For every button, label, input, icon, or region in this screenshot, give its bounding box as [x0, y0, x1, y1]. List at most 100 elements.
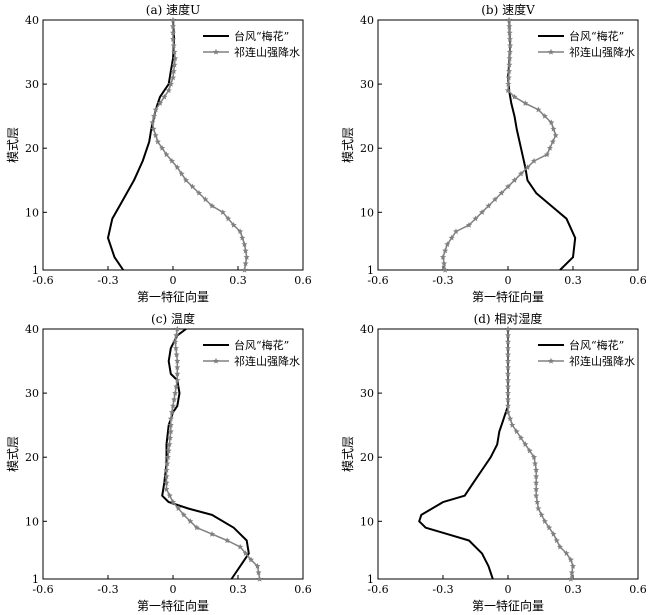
- series-marker: [169, 498, 177, 505]
- series-marker: [509, 421, 516, 428]
- x-tick-label: -0.3: [432, 583, 453, 596]
- series-marker: [534, 498, 541, 505]
- series-marker: [175, 505, 182, 512]
- x-tick-label: -0.6: [367, 583, 388, 596]
- chart-panel-4: (d) 相对湿度 -0.6 -0.3 0 0.3 0.6 1 10 20 30 40 第一特征向量 模式…: [341, 311, 647, 613]
- series-marker: [538, 511, 545, 518]
- series-marker: [504, 345, 512, 351]
- series-marker: [513, 428, 520, 435]
- series-marker: [522, 441, 529, 447]
- series-marker: [167, 428, 174, 435]
- series-marker: [171, 396, 178, 403]
- series-marker: [504, 370, 512, 377]
- series-marker: [522, 100, 529, 106]
- chart-title: (c) 温度: [151, 311, 195, 326]
- series-marker: [478, 209, 486, 215]
- legend-label: 台风“梅花”: [234, 338, 289, 352]
- series-marker: [533, 492, 540, 499]
- series-marker: [154, 138, 161, 145]
- x-tick-label: 0.3: [229, 583, 247, 596]
- y-tick-label: 10: [25, 515, 39, 528]
- series-marker: [152, 106, 159, 113]
- series-marker: [504, 183, 512, 190]
- series-marker: [507, 42, 514, 49]
- series-marker: [254, 562, 261, 569]
- series-line-1: [418, 329, 509, 580]
- series-marker: [243, 253, 250, 260]
- y-tick-label: 40: [360, 14, 374, 27]
- series-marker: [167, 434, 174, 441]
- series-marker: [169, 402, 177, 409]
- y-axis-label: 模式层: [341, 127, 355, 163]
- series-marker: [172, 55, 179, 62]
- series-marker: [567, 556, 574, 563]
- series-marker: [485, 202, 492, 209]
- series-marker: [239, 234, 246, 241]
- series-marker: [166, 441, 173, 447]
- series-line-1: [161, 328, 250, 580]
- series-marker: [152, 132, 159, 138]
- series-marker: [543, 151, 551, 158]
- series-marker: [180, 511, 187, 518]
- series-marker: [504, 383, 512, 390]
- x-tick-label: 0.6: [294, 583, 312, 596]
- series-marker: [517, 170, 525, 177]
- series-marker: [532, 460, 539, 467]
- series-marker: [439, 253, 447, 260]
- series-marker: [504, 357, 512, 364]
- y-tick-label: 40: [360, 323, 374, 336]
- series-marker: [506, 36, 513, 42]
- legend-label: 台风“梅花”: [569, 29, 624, 43]
- series-marker: [242, 260, 249, 267]
- series-marker: [506, 68, 513, 74]
- series-marker: [242, 247, 249, 254]
- series-line-2: [151, 20, 248, 271]
- y-tick-label: 30: [25, 78, 39, 91]
- series-marker: [553, 537, 560, 544]
- series-marker: [498, 189, 505, 196]
- series-marker: [442, 247, 449, 254]
- x-tick-label: 0: [170, 274, 177, 287]
- series-marker: [442, 266, 449, 273]
- legend-label: 祁连山强降水: [234, 354, 300, 368]
- x-tick-label: 0.6: [294, 274, 312, 287]
- x-tick-label: 0: [170, 583, 177, 596]
- series-marker: [504, 338, 512, 345]
- x-axis-label: 第一特征向量: [472, 289, 544, 304]
- legend-label: 祁连山强降水: [234, 45, 300, 59]
- series-marker: [174, 364, 181, 371]
- series-marker: [448, 234, 455, 241]
- chart-title: (b) 速度V: [481, 2, 535, 17]
- series-marker: [225, 215, 232, 222]
- series-marker: [163, 466, 170, 473]
- y-tick-label: 40: [25, 14, 39, 27]
- series-line-2: [507, 329, 574, 580]
- legend-label: 台风“梅花”: [569, 338, 624, 352]
- series-marker: [507, 415, 514, 422]
- series-marker: [504, 332, 512, 338]
- series-marker: [506, 48, 513, 55]
- series-line-1: [107, 19, 176, 271]
- series-marker: [237, 543, 244, 550]
- series-marker: [504, 409, 512, 415]
- series-marker: [465, 221, 473, 228]
- series-marker: [163, 151, 170, 158]
- x-tick-label: -0.6: [32, 583, 53, 596]
- series-marker: [533, 466, 540, 473]
- chart-title: (a) 速度U: [146, 2, 200, 17]
- series-marker: [174, 164, 181, 171]
- legend-label: 台风“梅花”: [234, 29, 289, 43]
- series-marker: [219, 209, 226, 215]
- series-marker: [511, 177, 518, 183]
- x-tick-label: 0: [505, 274, 512, 287]
- y-tick-label: 20: [360, 451, 374, 464]
- x-tick-label: -0.6: [367, 274, 388, 287]
- series-marker: [151, 112, 158, 119]
- y-tick-label: 20: [25, 451, 39, 464]
- series-marker: [530, 454, 538, 460]
- y-tick-label: 30: [360, 387, 374, 400]
- series-marker: [556, 543, 564, 550]
- series-marker: [504, 402, 512, 409]
- x-tick-label: -0.6: [32, 274, 53, 287]
- y-tick-label: 40: [25, 323, 39, 336]
